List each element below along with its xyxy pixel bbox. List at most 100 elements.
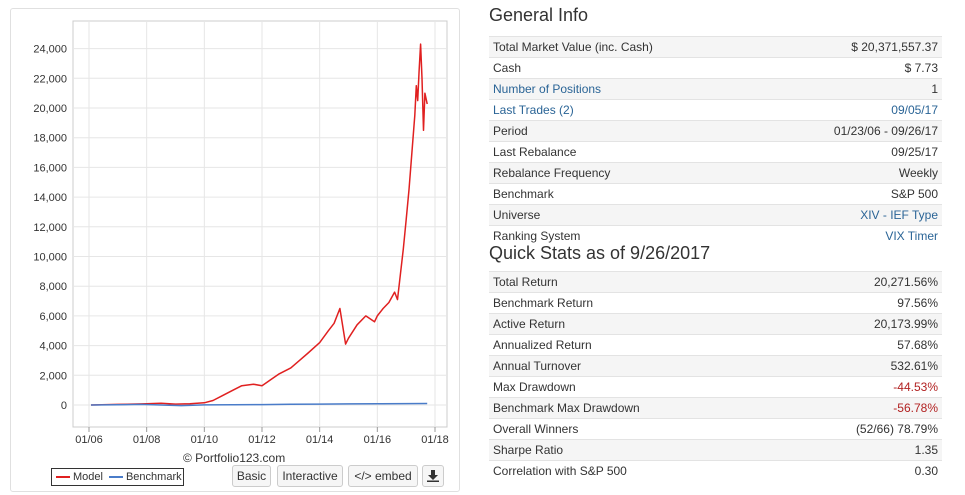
x-tick-label: 01/18 [421, 434, 449, 446]
chart-panel: 01/06 01/08 01/10 01/12 01/14 01/16 01/18 0 2,00… [10, 8, 460, 492]
quick-stats-title: Quick Stats as of 9/26/2017 [489, 243, 711, 263]
legend-swatch-benchmark [108, 476, 123, 478]
quick-stats-row: Annualized Return 57.68% [489, 334, 942, 356]
basic-button[interactable]: Basic [232, 465, 271, 487]
y-tick-label: 16,000 [33, 162, 67, 174]
legend-item-model[interactable]: Model [56, 471, 103, 483]
general-info-label: Rebalance Frequency [489, 162, 761, 184]
legend-swatch-model [56, 476, 70, 478]
quick-stats-value: 532.61% [775, 355, 942, 377]
x-tick-label: 01/14 [306, 434, 334, 446]
quick-stats-row: Benchmark Max Drawdown -56.78% [489, 397, 942, 419]
general-info-table: Total Market Value (inc. Cash) $ 20,371,5… [489, 36, 942, 246]
quick-stats-value: 20,271.56% [775, 271, 942, 293]
y-tick-label: 24,000 [33, 44, 67, 56]
download-icon [427, 470, 439, 482]
general-info-row: Benchmark S&P 500 [489, 183, 942, 205]
chart-legend: Model Benchmark [51, 468, 184, 486]
general-info-label[interactable]: Number of Positions [489, 78, 761, 100]
legend-label-benchmark: Benchmark [125, 471, 182, 483]
general-info-row: Cash $ 7.73 [489, 57, 942, 79]
general-info-value: Weekly [760, 162, 942, 184]
general-info-row: Last Trades (2) 09/05/17 [489, 99, 942, 121]
general-info-section: General Info Total Market Value (inc. Ca… [489, 5, 942, 246]
x-tick-label: 01/06 [75, 434, 103, 446]
x-tick-label: 01/10 [191, 434, 219, 446]
general-info-row: Universe XIV - IEF Type [489, 204, 942, 226]
quick-stats-label: Benchmark Max Drawdown [489, 397, 776, 419]
download-button[interactable] [422, 465, 444, 487]
quick-stats-row: Benchmark Return 97.56% [489, 292, 942, 314]
x-tick-label: 01/12 [248, 434, 276, 446]
general-info-row: Ranking System VIX Timer [489, 225, 942, 246]
quick-stats-row: Active Return 20,173.99% [489, 313, 942, 335]
general-info-label: Benchmark [489, 183, 761, 205]
quick-stats-label: Total Return [489, 271, 776, 293]
quick-stats-label: Correlation with S&P 500 [489, 460, 776, 481]
y-tick-label: 4,000 [39, 341, 67, 353]
quick-stats-value: (52/66) 78.79% [775, 418, 942, 440]
quick-stats-value: 57.68% [775, 334, 942, 356]
legend-label-model: Model [73, 471, 103, 483]
y-tick-label: 14,000 [33, 192, 67, 204]
performance-chart[interactable]: 01/06 01/08 01/10 01/12 01/14 01/16 01/18 0 2,00… [11, 9, 459, 449]
quick-stats-value: -44.53% [775, 376, 942, 398]
quick-stats-label: Annualized Return [489, 334, 776, 356]
quick-stats-value: 97.56% [775, 292, 942, 314]
quick-stats-value: 20,173.99% [775, 313, 942, 335]
general-info-row: Period 01/23/06 - 09/26/17 [489, 120, 942, 142]
quick-stats-row: Annual Turnover 532.61% [489, 355, 942, 377]
quick-stats-value: 0.30 [775, 460, 942, 481]
quick-stats-label: Active Return [489, 313, 776, 335]
series-line-benchmark [90, 402, 428, 407]
general-info-row: Last Rebalance 09/25/17 [489, 141, 942, 163]
general-info-value: $ 20,371,557.37 [760, 36, 942, 58]
y-tick-label: 18,000 [33, 133, 67, 145]
general-info-label[interactable]: Last Trades (2) [489, 99, 761, 121]
quick-stats-label: Annual Turnover [489, 355, 776, 377]
general-info-value: 1 [760, 78, 942, 100]
quick-stats-label: Max Drawdown [489, 376, 776, 398]
general-info-label: Last Rebalance [489, 141, 761, 163]
general-info-value: 09/25/17 [760, 141, 942, 163]
embed-button[interactable]: </> embed [348, 465, 418, 487]
quick-stats-row: Max Drawdown -44.53% [489, 376, 942, 398]
general-info-label: Period [489, 120, 761, 142]
general-info-row: Number of Positions 1 [489, 78, 942, 100]
y-tick-label: 20,000 [33, 103, 67, 115]
general-info-value: 01/23/06 - 09/26/17 [760, 120, 942, 142]
quick-stats-label: Overall Winners [489, 418, 776, 440]
quick-stats-section: Quick Stats as of 9/26/2017 Total Return… [489, 243, 942, 481]
general-info-label: Universe [489, 204, 761, 226]
general-info-row: Total Market Value (inc. Cash) $ 20,371,5… [489, 36, 942, 58]
interactive-button[interactable]: Interactive [277, 465, 343, 487]
quick-stats-value: 1.35 [775, 439, 942, 461]
quick-stats-row: Sharpe Ratio 1.35 [489, 439, 942, 461]
general-info-value[interactable]: XIV - IEF Type [760, 204, 942, 226]
y-tick-label: 22,000 [33, 73, 67, 85]
general-info-row: Rebalance Frequency Weekly [489, 162, 942, 184]
quick-stats-row: Overall Winners (52/66) 78.79% [489, 418, 942, 440]
quick-stats-row: Correlation with S&P 500 0.30 [489, 460, 942, 481]
copyright-text: © Portfolio123.com [183, 451, 286, 465]
general-info-title: General Info [489, 5, 589, 25]
legend-item-benchmark[interactable]: Benchmark [108, 471, 182, 483]
x-tick-label: 01/16 [364, 434, 392, 446]
general-info-value: S&P 500 [760, 183, 942, 205]
general-info-value: $ 7.73 [760, 57, 942, 79]
general-info-label: Total Market Value (inc. Cash) [489, 36, 761, 58]
plot-area [72, 20, 448, 428]
series-line-model [90, 43, 428, 406]
y-tick-label: 0 [61, 400, 67, 412]
general-info-value[interactable]: 09/05/17 [760, 99, 942, 121]
y-tick-label: 6,000 [39, 311, 67, 323]
quick-stats-row: Total Return 20,271.56% [489, 271, 942, 293]
y-tick-label: 2,000 [39, 370, 67, 382]
quick-stats-label: Benchmark Return [489, 292, 776, 314]
quick-stats-table: Total Return 20,271.56% Benchmark Return 97… [489, 271, 942, 481]
y-tick-label: 8,000 [39, 281, 67, 293]
quick-stats-value: -56.78% [775, 397, 942, 419]
general-info-value[interactable]: VIX Timer [760, 225, 942, 246]
y-tick-label: 10,000 [33, 252, 67, 264]
general-info-label: Ranking System [489, 225, 761, 246]
